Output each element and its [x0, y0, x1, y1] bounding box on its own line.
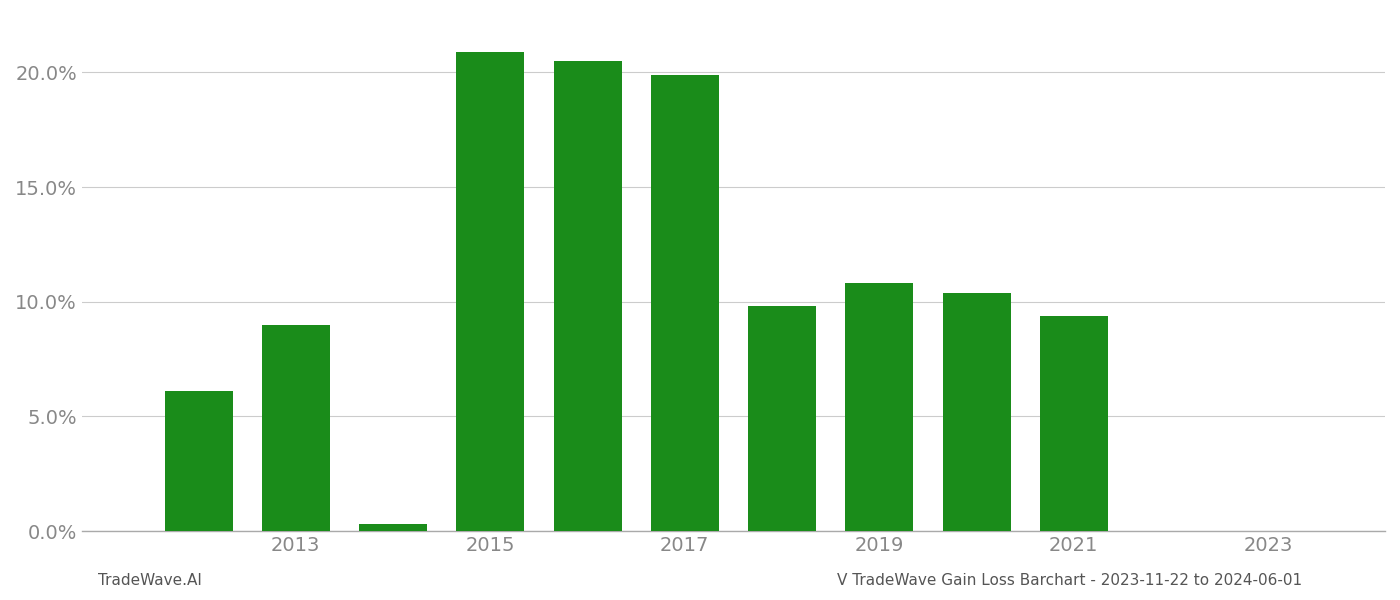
Bar — [553, 61, 622, 531]
Bar — [456, 52, 525, 531]
Bar — [846, 283, 913, 531]
Bar — [165, 391, 232, 531]
Text: V TradeWave Gain Loss Barchart - 2023-11-22 to 2024-06-01: V TradeWave Gain Loss Barchart - 2023-11… — [837, 573, 1302, 588]
Text: TradeWave.AI: TradeWave.AI — [98, 573, 202, 588]
Bar — [1040, 316, 1107, 531]
Bar — [748, 307, 816, 531]
Bar — [651, 74, 718, 531]
Bar — [358, 524, 427, 531]
Bar — [262, 325, 330, 531]
Bar — [942, 293, 1011, 531]
